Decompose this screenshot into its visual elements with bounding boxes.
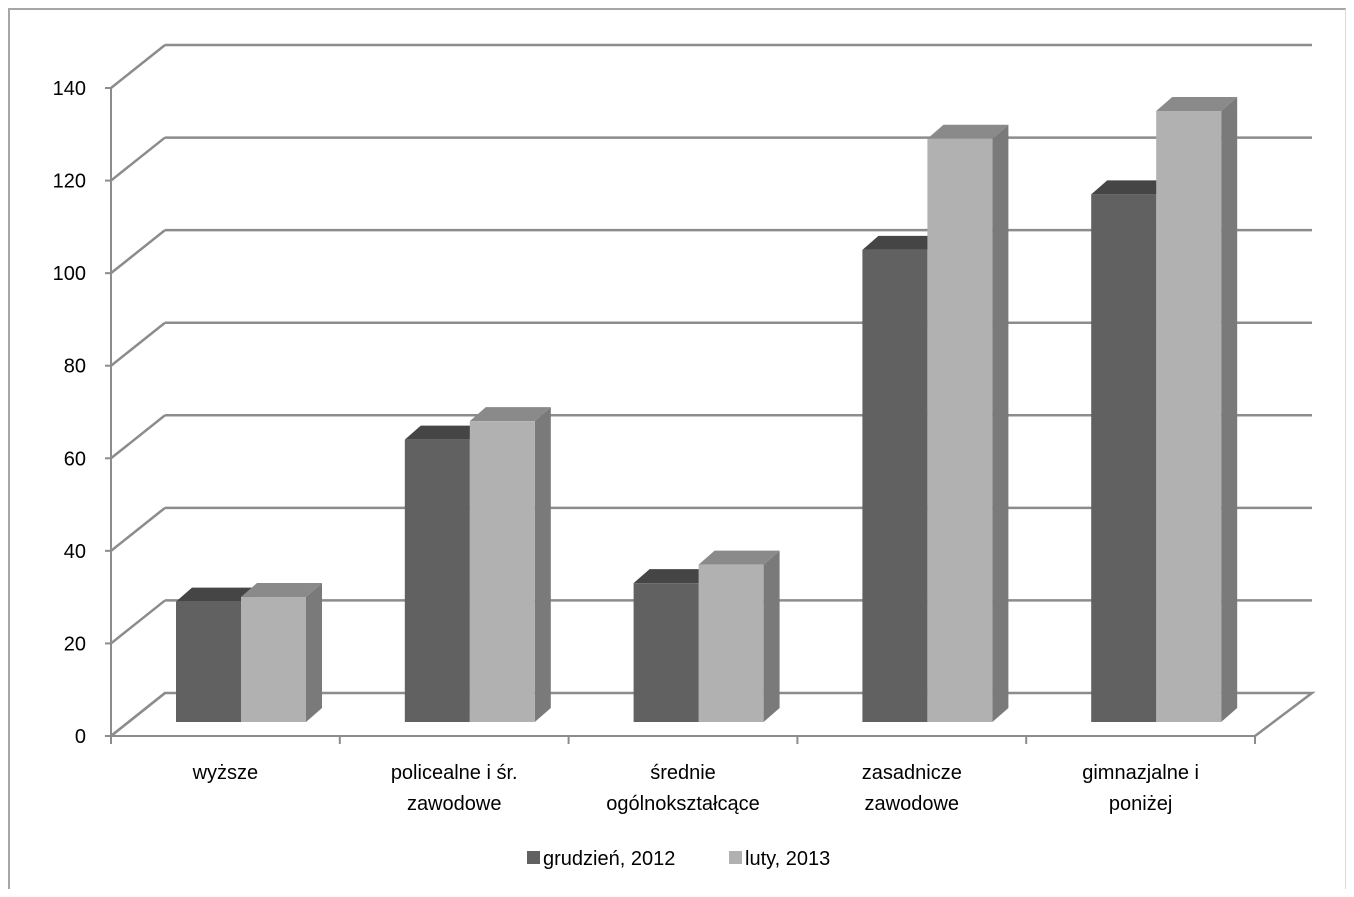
category-label-5: gimnazjalne i poniżej: [1082, 762, 1199, 815]
bar-4-series-2: [927, 124, 1009, 723]
bar-side: [306, 583, 322, 722]
bar-side: [992, 124, 1009, 723]
gridline-diagonal: [110, 44, 166, 89]
bar-side: [534, 407, 551, 722]
bar-top: [176, 587, 257, 602]
bar-top: [698, 550, 780, 565]
gridline-diagonal: [110, 229, 166, 275]
bar-side: [763, 550, 780, 722]
y-tick-label: 40: [64, 541, 86, 563]
y-tick-label: 80: [64, 356, 86, 378]
bar-front: [469, 421, 535, 722]
legend-swatch-1: [527, 851, 540, 864]
bar-3-series-2: [698, 550, 780, 722]
bar-side: [1221, 97, 1238, 723]
bar-front: [176, 601, 241, 722]
category-label-3: średnie ogólnokształcące: [606, 762, 759, 815]
bar-1-series-2: [241, 583, 322, 722]
y-tick-label: 140: [53, 78, 86, 100]
chart-frame: [8, 8, 1346, 889]
y-tick-label: 20: [64, 633, 86, 655]
legend-label-1: grudzień, 2012: [543, 848, 675, 870]
category-label-4: zasadnicze zawodowe: [862, 762, 962, 815]
gridline-diagonal: [110, 321, 166, 367]
bar-front: [862, 249, 928, 722]
bar-front: [241, 597, 306, 722]
legend: grudzień, 2012 luty, 2013: [527, 848, 830, 870]
bar-front: [1156, 111, 1222, 723]
bar-top: [633, 569, 715, 584]
bar-front: [1091, 194, 1157, 723]
bar-5-series-2: [1156, 97, 1238, 723]
bar-top: [862, 235, 944, 250]
gridline-diagonal: [110, 414, 166, 460]
gridline-diagonal: [110, 599, 166, 645]
gridline-diagonal: [110, 136, 166, 182]
bar-front: [633, 583, 699, 722]
y-tick-label: 100: [53, 263, 86, 285]
bar-front: [927, 138, 993, 723]
bar-top: [469, 407, 551, 422]
bar-top: [241, 583, 322, 598]
bars-group: [176, 97, 1238, 723]
bar-2-series-2: [469, 407, 551, 722]
legend-label-2: luty, 2013: [745, 848, 830, 870]
bar-top: [404, 425, 486, 440]
bar-top: [927, 124, 1009, 139]
gridline-diagonal: [110, 506, 166, 552]
y-tick-label: 120: [53, 171, 86, 193]
y-tick-label: 60: [64, 448, 86, 470]
category-label-1: wyższe: [192, 762, 259, 784]
bar-top: [1156, 97, 1238, 112]
bar-front: [404, 439, 470, 722]
y-tick-label: 0: [75, 726, 86, 748]
axes-group: 0 20 40 60 80 100 120 140 wyższe policealne i śr.…: [53, 43, 1316, 815]
bar-front: [698, 564, 764, 722]
legend-swatch-2: [729, 851, 742, 864]
bar-top: [1091, 180, 1173, 195]
category-label-2: policealne i śr. zawodowe: [391, 762, 518, 815]
